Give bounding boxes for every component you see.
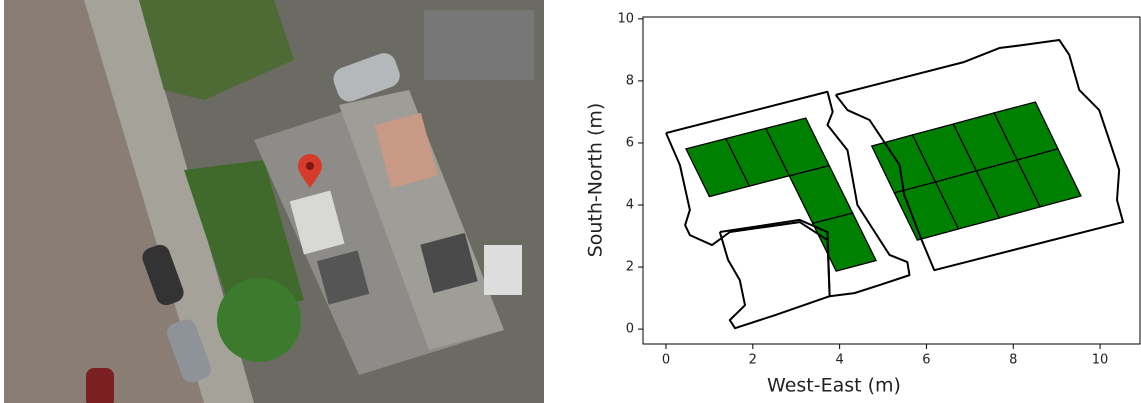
x-axis-label: West-East (m) — [767, 375, 901, 397]
y-tick-label: 0 — [626, 322, 634, 337]
chart: West-East (m) South-North (m) 0 2 4 6 8 10 0 2 4… — [0, 0, 1141, 403]
solar-panel — [813, 213, 876, 271]
y-tick-label: 2 — [626, 260, 634, 275]
y-tick-label: 10 — [617, 11, 634, 26]
x-tick-label: 6 — [922, 353, 930, 368]
x-tick-label: 0 — [662, 353, 670, 368]
y-tick-label: 6 — [626, 135, 634, 150]
roof-outline — [720, 220, 830, 328]
x-tick-label: 4 — [835, 353, 843, 368]
y-tick-label: 4 — [626, 198, 634, 213]
y-tick-label: 8 — [626, 73, 634, 88]
figure: West-East (m) South-North (m) 0 2 4 6 8 10 0 2 4… — [0, 0, 1141, 403]
x-tick-label: 8 — [1009, 353, 1017, 368]
solar-panel — [789, 166, 852, 224]
x-tick-label: 2 — [749, 353, 757, 368]
y-axis-label: South-North (m) — [585, 103, 607, 258]
x-tick-label: 10 — [1092, 353, 1109, 368]
